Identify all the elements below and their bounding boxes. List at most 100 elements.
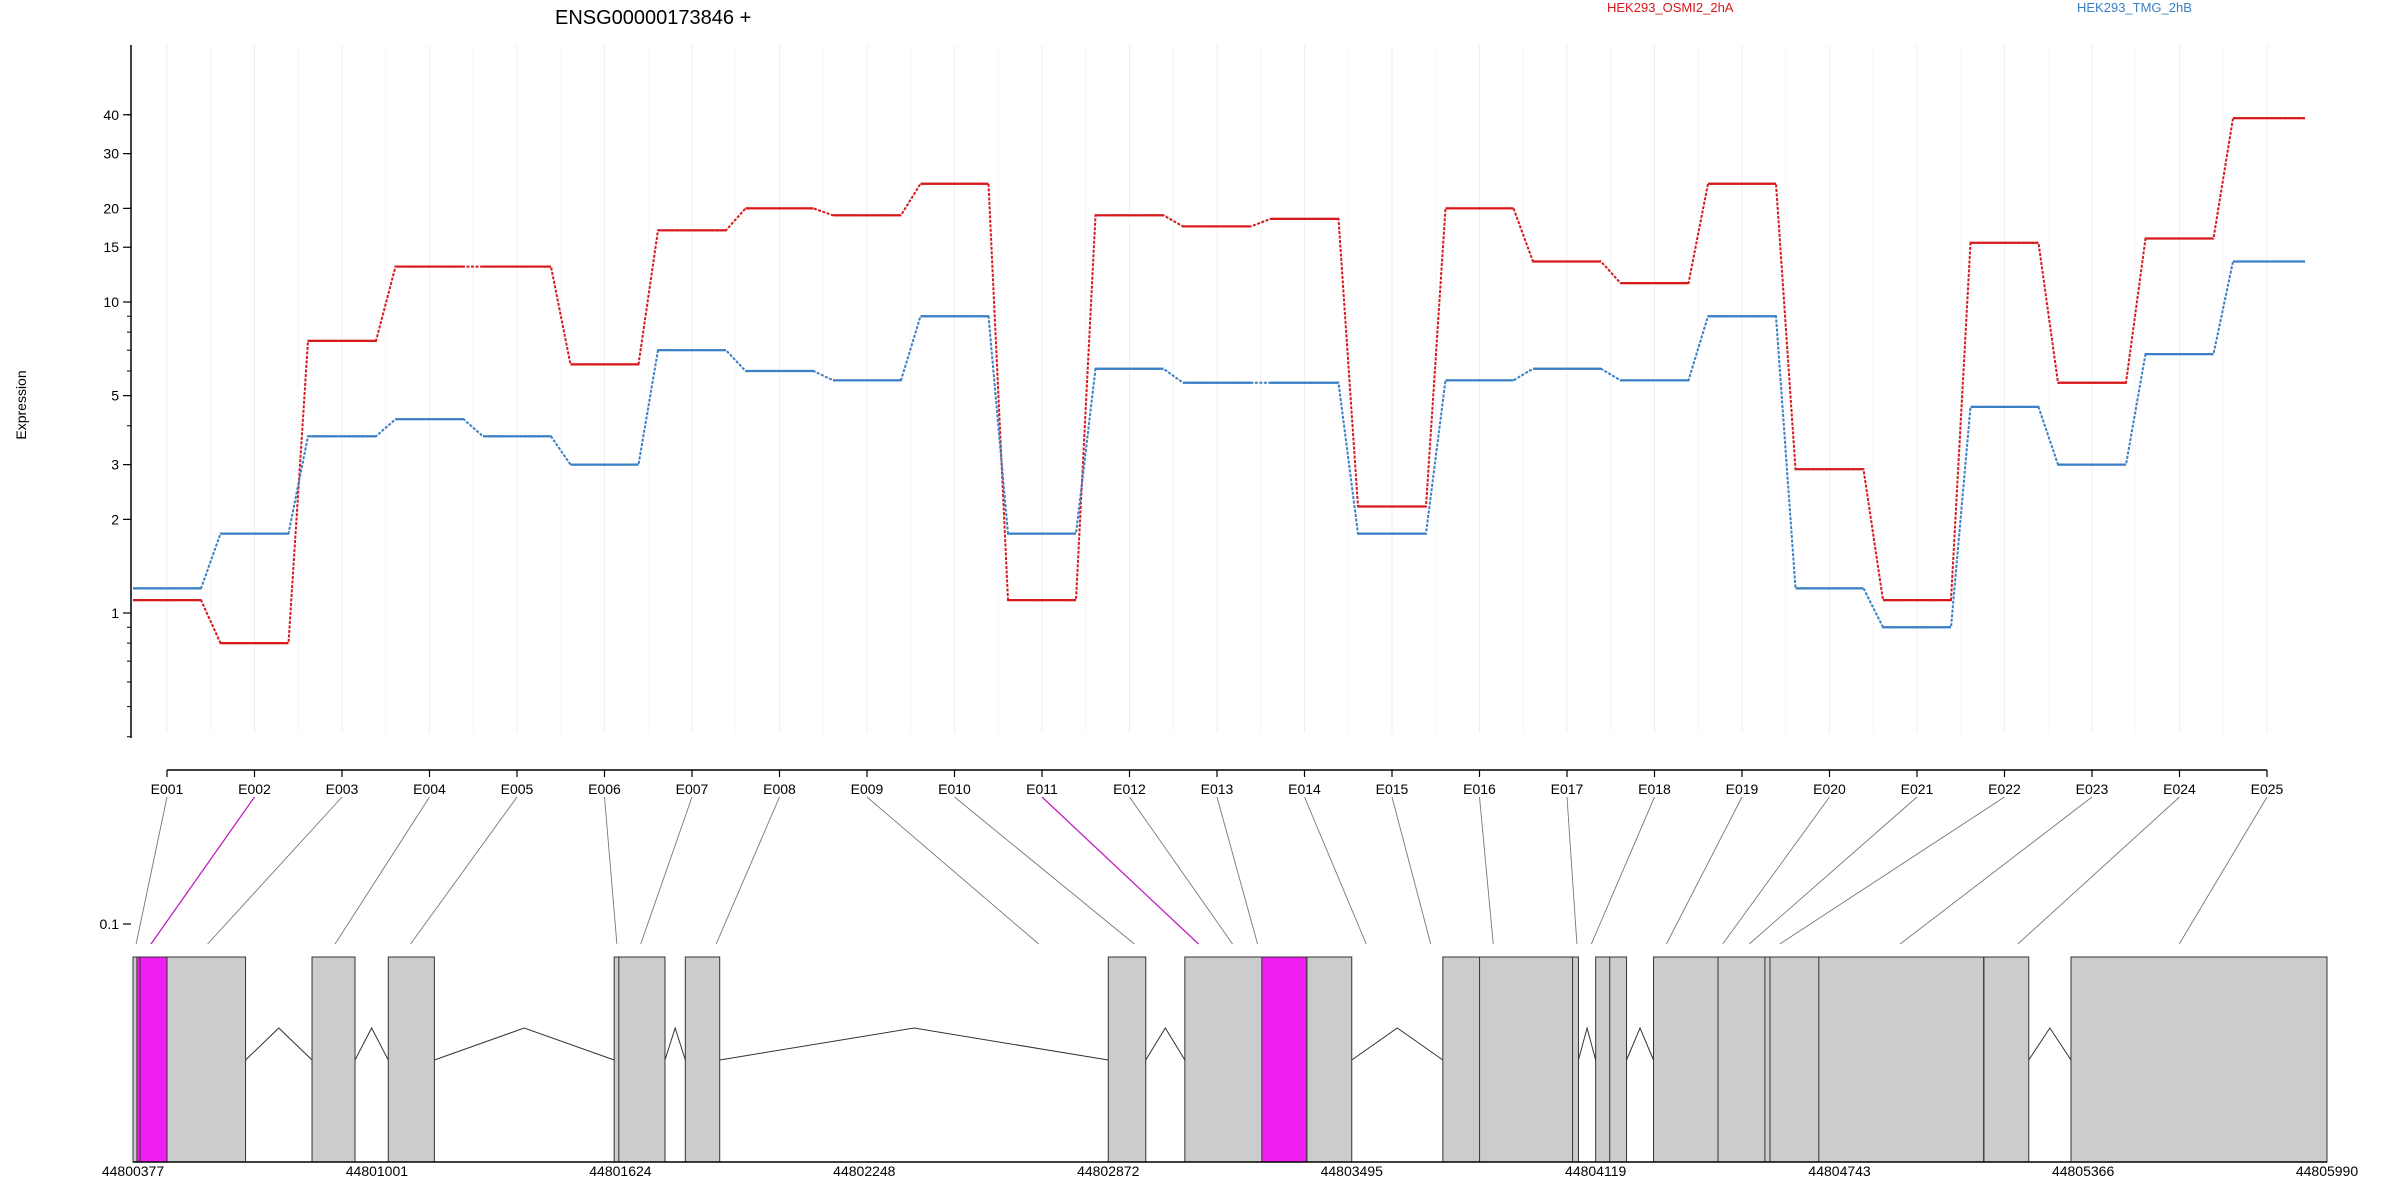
connector-E023 (1899, 796, 2093, 945)
connector-E007 (640, 796, 693, 945)
connector-E002 (150, 796, 256, 945)
x-tick-label-E025: E025 (2251, 781, 2284, 797)
exon-block (684, 956, 721, 1163)
exon-block (1595, 956, 1628, 1163)
gene-model (132, 956, 2328, 1163)
x-tick-label-E007: E007 (676, 781, 709, 797)
connector-E003 (207, 796, 343, 945)
x-tick-label-E013: E013 (1201, 781, 1234, 797)
x-tick-label-E010: E010 (938, 781, 971, 797)
x-tick-label-E002: E002 (238, 781, 271, 797)
exon-block (1983, 956, 2030, 1163)
connector-E021 (1748, 796, 1918, 945)
x-tick-label-E005: E005 (501, 781, 534, 797)
intron (1577, 1026, 1597, 1061)
y-tick-label: 30 (103, 146, 119, 162)
chart-title: ENSG00000173846 + (555, 7, 751, 29)
connector-E012 (1129, 796, 1233, 945)
x-tick-label-E006: E006 (588, 781, 621, 797)
x-tick-label-E014: E014 (1288, 781, 1321, 797)
x-tick-label-E020: E020 (1813, 781, 1846, 797)
exon-block (387, 956, 435, 1163)
y-axis: 0.1 1 2 3 5 10 15 20 30 40 (100, 45, 132, 932)
y-tick-label: 2 (111, 511, 119, 527)
connector-E020 (1722, 796, 1830, 945)
connector-E018 (1590, 796, 1655, 945)
x-tick-label-E004: E004 (413, 781, 446, 797)
exon-connectors (135, 796, 2268, 945)
connector-E015 (1391, 796, 1432, 945)
intron (1351, 1027, 1444, 1061)
genomic-tick-label: 44804119 (1565, 1163, 1626, 1179)
intron (434, 1027, 615, 1061)
highlighted-exon (1261, 956, 1308, 1163)
x-tick-label-E016: E016 (1463, 781, 1496, 797)
genomic-tick-label: 44804743 (1808, 1163, 1871, 1179)
genomic-tick-label: 44803495 (1321, 1163, 1384, 1179)
highlighted-exon (136, 956, 168, 1163)
x-tick-label-E023: E023 (2076, 781, 2109, 797)
y-tick-label: 10 (103, 294, 119, 310)
x-tick-label-E008: E008 (763, 781, 796, 797)
x-tick-label-E015: E015 (1376, 781, 1409, 797)
x-tick-label-E018: E018 (1638, 781, 1671, 797)
x-tick-label-E001: E001 (151, 781, 184, 797)
y-tick-label: 0.1 (100, 916, 120, 932)
x-tick-label-E024: E024 (2163, 781, 2196, 797)
x-tick-label-E021: E021 (1901, 781, 1934, 797)
series-line-2 (133, 260, 2305, 629)
connector-E008 (715, 796, 780, 945)
y-tick-label: 40 (103, 107, 119, 123)
connector-E024 (2017, 796, 2180, 945)
genomic-tick-label: 44801624 (589, 1163, 652, 1179)
exon-block (1442, 956, 1579, 1163)
legend-entry-series-1: HEK293_OSMI2_2hA (1607, 0, 1734, 15)
genomic-tick-label: 44800377 (102, 1163, 165, 1179)
connector-E010 (954, 796, 1135, 945)
series-line-1 (133, 117, 2305, 645)
intron (1145, 1027, 1186, 1061)
intron (664, 1026, 686, 1061)
legend-entry-series-2: HEK293_TMG_2hB (2077, 0, 2192, 15)
connector-E006 (604, 796, 618, 945)
x-tick-label-E011: E011 (1026, 781, 1058, 797)
connector-E019 (1666, 796, 1743, 945)
series-lines (133, 117, 2305, 645)
connector-E025 (2178, 796, 2268, 945)
intron (354, 1026, 389, 1061)
y-tick-label: 20 (103, 200, 119, 216)
connector-E022 (1779, 796, 2005, 945)
connector-E004 (334, 796, 430, 945)
exon-block (311, 956, 356, 1163)
x-tick-label-E009: E009 (851, 781, 884, 797)
exon-block (1107, 956, 1147, 1163)
connector-E011 (1041, 796, 1199, 945)
x-tick-label-E022: E022 (1988, 781, 2021, 797)
intron (245, 1027, 313, 1061)
x-axis: E001 E002 E003 E004 E005 E006 E007 E008 E009 E010… (151, 769, 2284, 797)
connector-E017 (1566, 796, 1578, 945)
exon-block (613, 956, 666, 1163)
genomic-tick-label: 44802248 (833, 1163, 896, 1179)
x-tick-label-E017: E017 (1551, 781, 1584, 797)
exon-block (2070, 956, 2328, 1163)
connector-E016 (1479, 796, 1494, 945)
y-tick-label: 1 (111, 605, 119, 621)
x-tick-label-E003: E003 (326, 781, 359, 797)
genomic-tick-label: 44802872 (1077, 1163, 1140, 1179)
connector-E005 (410, 796, 518, 945)
genomic-tick-label: 44801001 (346, 1163, 409, 1179)
connector-E001 (135, 796, 168, 945)
y-tick-label: 5 (111, 388, 119, 404)
intron (719, 1027, 1109, 1061)
intron (2028, 1027, 2072, 1061)
y-axis-label: Expression (13, 370, 29, 439)
connector-E009 (866, 796, 1039, 945)
y-tick-label: 3 (111, 457, 119, 473)
genomic-tick-label: 44805990 (2296, 1163, 2359, 1179)
genomic-axis: 44800377 44801001 44801624 44802248 44802872… (102, 1161, 2359, 1179)
connector-E013 (1216, 796, 1258, 945)
x-tick-label-E012: E012 (1113, 781, 1146, 797)
genomic-tick-label: 44805366 (2052, 1163, 2115, 1179)
